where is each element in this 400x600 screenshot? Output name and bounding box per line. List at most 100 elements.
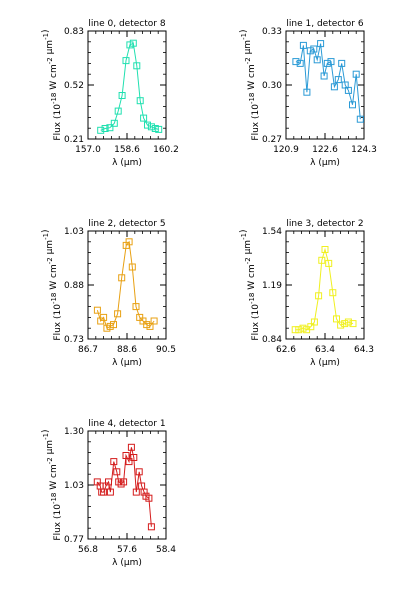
series-line xyxy=(96,240,155,329)
y-axis-label: Flux (10-18 W cm-2 μm-1) xyxy=(41,29,63,140)
x-tick-label: 158.6 xyxy=(114,145,140,155)
x-tick-label: 57.6 xyxy=(117,545,137,555)
x-tick-label: 56.8 xyxy=(78,545,98,555)
x-tick-label: 62.6 xyxy=(276,345,296,355)
data-point xyxy=(127,443,135,451)
data-point xyxy=(356,115,364,123)
data-point xyxy=(338,59,346,67)
plot-frame xyxy=(285,230,365,340)
data-point xyxy=(330,83,338,91)
plot-title: line 0, detector 8 xyxy=(88,19,165,29)
data-point xyxy=(114,107,122,115)
data-point xyxy=(310,45,318,53)
y-tick-label: 0.30 xyxy=(262,81,282,91)
data-point xyxy=(139,317,147,325)
data-point xyxy=(303,88,311,96)
data-point xyxy=(310,318,318,326)
x-tick-label: 63.4 xyxy=(315,345,335,355)
y-axis-label: Flux (10-18 W cm-2 μm-1) xyxy=(41,229,63,340)
data-point xyxy=(101,125,109,132)
data-point xyxy=(144,121,151,129)
x-axis-label: λ (μm) xyxy=(310,358,340,368)
plot-frame xyxy=(285,30,365,140)
data-point xyxy=(295,326,303,334)
y-tick-label: 0.33 xyxy=(262,27,282,37)
data-point xyxy=(118,92,126,99)
x-tick-label: 157.0 xyxy=(75,145,101,155)
data-point xyxy=(115,478,123,486)
x-tick-label: 64.3 xyxy=(354,345,374,355)
data-point xyxy=(321,246,329,253)
data-point xyxy=(110,321,117,329)
plot-panel-2: 86.7 88.6 90.5 0.73 0.88 1.03 line 2, detector… xyxy=(41,219,176,368)
y-tick-label: 0.27 xyxy=(262,135,282,145)
plot-title: line 2, detector 5 xyxy=(88,219,165,229)
data-point xyxy=(132,303,140,311)
y-tick-label: 0.88 xyxy=(64,281,84,291)
y-tick-label: 0.73 xyxy=(64,335,84,345)
y-tick-label: 0.52 xyxy=(64,81,84,91)
y-tick-label: 0.77 xyxy=(64,535,84,545)
plot-frame xyxy=(87,230,167,340)
data-point xyxy=(150,317,158,325)
x-tick-label: 160.2 xyxy=(153,145,179,155)
x-tick-label: 90.5 xyxy=(156,345,176,355)
data-point xyxy=(145,494,153,502)
data-point xyxy=(118,274,126,282)
data-point xyxy=(97,126,105,134)
y-axis-label: Flux (10-18 W cm-2 μm-1) xyxy=(41,429,63,540)
plot-panel-3: 62.6 63.4 64.3 0.84 1.19 1.54 line 3, detector… xyxy=(239,219,374,368)
data-point xyxy=(113,468,121,476)
y-tick-label: 1.30 xyxy=(64,427,84,437)
plot-title: line 1, detector 6 xyxy=(286,19,363,29)
data-point xyxy=(155,125,163,133)
x-axis-label: λ (μm) xyxy=(112,558,142,568)
plot-panel-0: 157.0 158.6 160.2 0.21 0.52 0.83 line 0, detec… xyxy=(41,19,179,168)
data-point xyxy=(315,292,323,300)
x-tick-label: 124.3 xyxy=(351,145,377,155)
x-tick-label: 120.9 xyxy=(273,145,299,155)
y-axis-label: Flux (10-18 W cm-2 μm-1) xyxy=(239,229,261,340)
data-point xyxy=(110,119,118,127)
data-point xyxy=(341,320,349,328)
data-point xyxy=(320,72,328,80)
y-tick-label: 1.03 xyxy=(64,227,84,237)
data-point xyxy=(333,315,340,323)
data-point xyxy=(135,468,143,476)
data-point xyxy=(329,289,337,297)
plot-title: line 3, detector 2 xyxy=(286,219,363,229)
data-point xyxy=(129,39,137,47)
data-point xyxy=(93,306,101,314)
y-tick-label: 0.21 xyxy=(64,135,84,145)
y-axis-label: Flux (10-18 W cm-2 μm-1) xyxy=(239,29,261,140)
data-point xyxy=(349,320,357,328)
data-point xyxy=(147,523,155,531)
data-point xyxy=(334,76,342,84)
data-point xyxy=(130,454,138,461)
data-point xyxy=(299,324,307,332)
plot-panel-1: 120.9 122.6 124.3 0.27 0.30 0.33 line 1, detec… xyxy=(239,19,377,168)
y-tick-label: 1.19 xyxy=(262,281,282,291)
data-point xyxy=(100,313,108,321)
data-point xyxy=(147,123,155,131)
data-point xyxy=(106,124,114,132)
data-point xyxy=(352,70,360,78)
data-point xyxy=(327,58,335,66)
data-point xyxy=(318,256,326,264)
series-line xyxy=(295,43,361,120)
data-point xyxy=(349,101,356,109)
data-point xyxy=(132,488,140,496)
x-tick-label: 88.6 xyxy=(117,345,137,355)
data-point xyxy=(146,322,154,330)
x-tick-label: 122.6 xyxy=(312,145,338,155)
y-tick-label: 0.84 xyxy=(262,335,282,345)
data-point xyxy=(106,488,114,496)
data-point xyxy=(140,114,148,122)
y-tick-label: 1.54 xyxy=(262,227,282,237)
data-point xyxy=(344,86,352,94)
data-point xyxy=(317,40,325,48)
data-point xyxy=(299,41,307,49)
data-point xyxy=(344,318,352,326)
x-tick-label: 58.4 xyxy=(156,545,176,555)
